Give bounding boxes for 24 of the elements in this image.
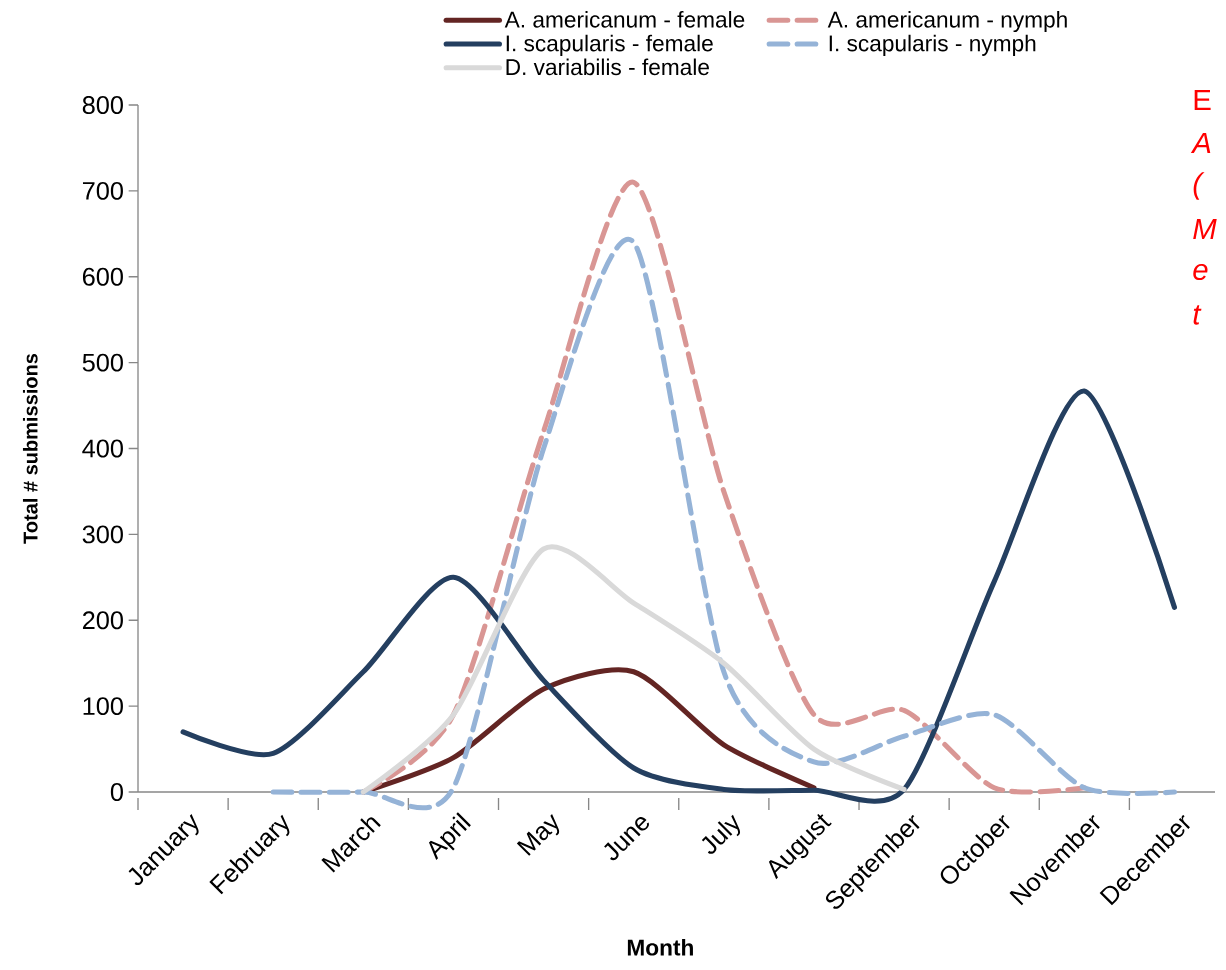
y-tick-label: 700 [82, 181, 123, 200]
annotation: E [1194, 89, 1211, 111]
legend-label: I. scapularis - female [506, 34, 713, 56]
annotation: A [1190, 132, 1211, 154]
y-axis-title: Total # submissions [22, 353, 38, 544]
y-tick-label: 800 [82, 96, 123, 114]
y-tick-label: 100 [83, 697, 123, 716]
y-tick-label: 600 [82, 267, 123, 286]
legend-label: D. variabilis - female [506, 58, 709, 76]
y-tick-label: 200 [82, 611, 123, 630]
x-tick-label: July [701, 814, 741, 854]
legend-label: A. americanum - female [504, 11, 745, 28]
x-axis-title: Month [627, 938, 693, 956]
annotation: t [1193, 305, 1202, 325]
annotation: e [1193, 263, 1208, 281]
legend-label: I. scapularis - nymph [829, 34, 1036, 56]
x-tick-label: May [516, 814, 560, 856]
legend-label: A. americanum - nymph [827, 11, 1067, 33]
annotation: ( [1193, 172, 1205, 200]
y-tick-label: 400 [82, 439, 123, 458]
annotation: M [1193, 218, 1217, 240]
y-tick-label: 500 [82, 353, 123, 372]
y-tick-label: 0 [110, 783, 123, 801]
y-tick-label: 300 [82, 525, 123, 544]
